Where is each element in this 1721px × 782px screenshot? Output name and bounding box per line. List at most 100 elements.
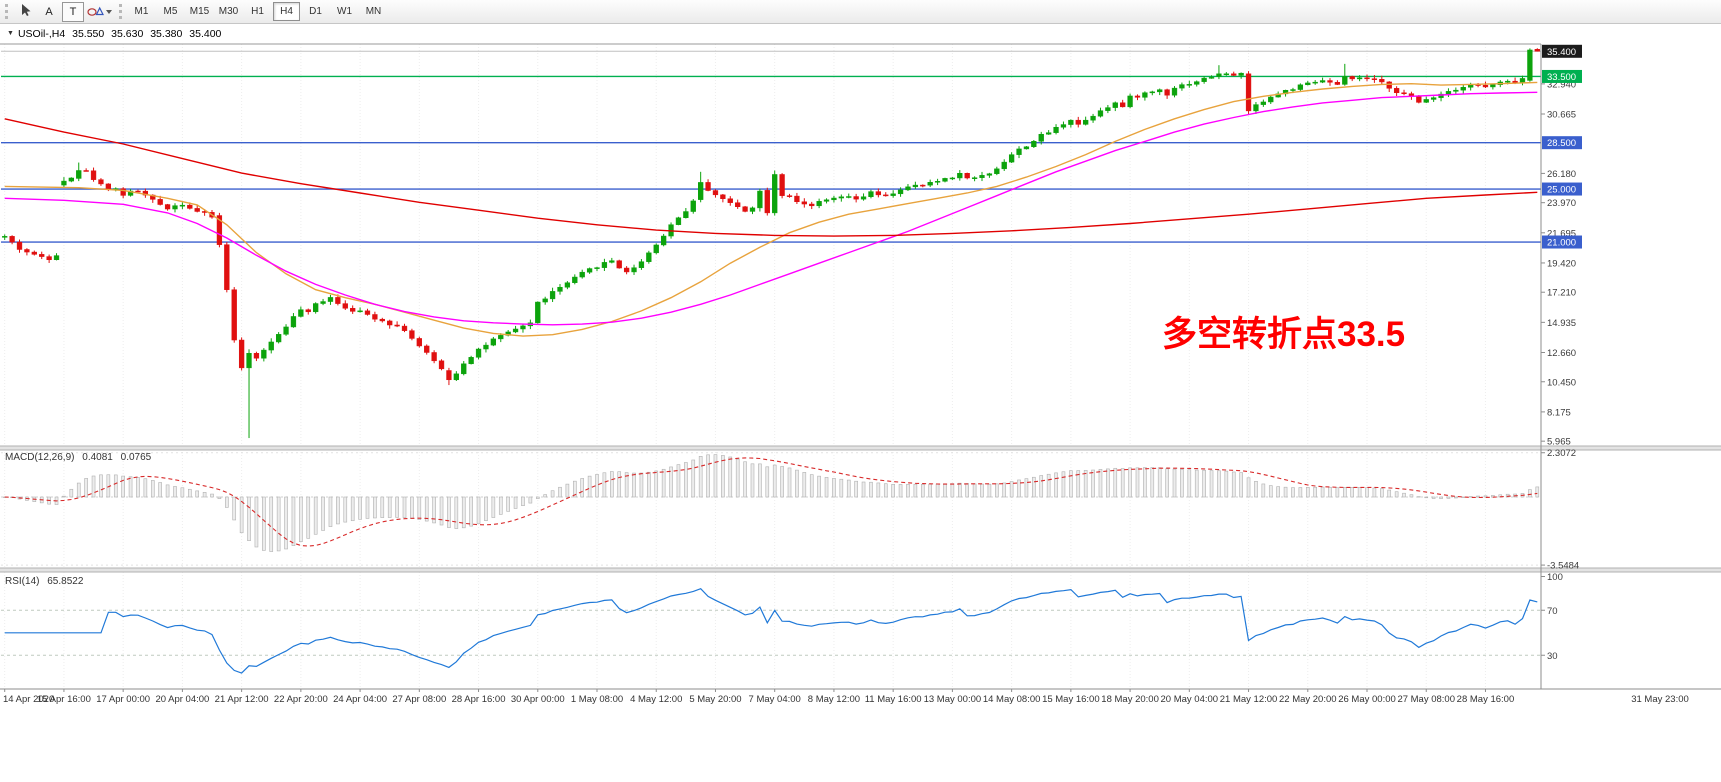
macd-histogram-bar [1431,496,1436,499]
macd-signal-line [4,457,1538,547]
macd-histogram-bar [113,474,118,498]
candle [764,190,770,214]
macd-histogram-bar [328,496,333,527]
macd-histogram-bar [1342,487,1347,498]
text-label-tool-label: A [45,5,53,18]
candle [720,194,726,199]
candle [749,207,756,212]
candle [616,260,622,269]
macd-histogram-bar [832,478,836,498]
macd-histogram-bar [247,496,251,542]
panel-separator[interactable] [0,568,1721,572]
candle [105,183,112,190]
panel-separator[interactable] [0,446,1721,450]
chart-header: ▼ USOil-,H4 35.550 35.630 35.380 35.400 [7,28,225,40]
macd-histogram-bar [995,483,999,498]
macd-axis-min-label: -3.5484 [1547,561,1579,572]
price-axis-label: 5.965 [1547,437,1571,448]
candle [1127,95,1133,108]
candle [68,177,74,182]
time-axis-label: 14 Apr 2020 [3,694,54,705]
text-tool-button[interactable]: T [62,1,84,22]
timeframe-h1-button[interactable]: H1 [244,2,271,21]
candle [1534,49,1540,52]
macd-histogram-bar [91,475,96,498]
candle [1120,102,1126,108]
candle [1105,107,1111,111]
candle [453,373,459,381]
candle [490,338,497,346]
candle [409,330,415,339]
text-label-tool-button[interactable]: A [38,2,60,22]
timeframe-w1-button[interactable]: W1 [331,2,358,21]
candle [1157,89,1163,93]
shapes-tool-button[interactable] [86,2,113,22]
candle [350,308,356,312]
macd-histogram-bar [1454,496,1458,499]
timeframe-h4-button[interactable]: H4 [273,2,300,21]
price-tag-label: 35.400 [1547,47,1576,58]
candle [342,303,348,309]
rsi-axis-label: 100 [1547,572,1563,583]
candle [949,177,956,180]
candle [646,252,652,262]
macd-histogram-bar [735,458,740,498]
macd-histogram-bar [469,496,473,527]
time-axis-label: 15 Apr 16:00 [37,694,91,705]
chart-annotation[interactable]: 多空转折点33.5 [1162,315,1406,354]
candle [1201,77,1207,82]
candle [498,335,504,340]
ohlc-open: 35.550 [72,28,105,40]
timeframe-m1-button[interactable]: M1 [128,2,155,21]
macd-histogram-bar [758,463,762,498]
macd-histogram-bar [1335,487,1340,498]
candle [187,204,193,209]
candle [357,310,363,313]
candle [446,370,452,381]
candle [194,208,200,212]
macd-histogram-bar [1357,487,1362,498]
price-axis-label: 21.695 [1547,228,1576,239]
cursor-tool-button[interactable] [14,2,36,22]
macd-histogram-bar [1172,468,1177,498]
macd-histogram-bar [380,496,385,518]
candle [875,191,882,196]
macd-histogram-bar [550,490,555,498]
candle [542,298,548,303]
time-axis-label: 22 May 20:00 [1279,694,1337,705]
time-axis-label: 28 Apr 16:00 [452,694,506,705]
macd-histogram-bar [1017,479,1021,498]
candle [1016,148,1022,155]
candle [1527,49,1533,81]
macd-value-main: 0.4081 [82,452,113,463]
macd-histogram-bar [661,468,666,498]
time-axis-label: 8 May 12:00 [808,694,860,705]
price-tag-label: 28.500 [1547,138,1576,149]
timeframe-mn-button[interactable]: MN [360,2,387,21]
timeframe-m5-button[interactable]: M5 [157,2,184,21]
macd-histogram-bar [565,483,570,498]
candle [994,168,1000,174]
macd-histogram-bar [1305,487,1310,498]
collapse-triangle-icon[interactable]: ▼ [7,30,14,37]
symbol-period-label: USOil-,H4 [17,28,66,40]
candle [1416,96,1422,103]
toolbar-grip[interactable] [5,4,8,19]
timeframe-label: H1 [251,6,264,17]
macd-histogram-bar [454,496,459,529]
macd-histogram-bar [365,496,370,519]
timeframe-m15-button[interactable]: M15 [186,2,213,21]
candle [942,178,948,182]
candle [579,271,585,278]
timeframe-m30-button[interactable]: M30 [215,2,242,21]
candle [83,170,89,172]
macd-histogram-bar [595,474,599,498]
text-tool-label: T [69,5,77,18]
toolbar-grip[interactable] [119,4,122,19]
candle [298,309,304,317]
macd-histogram-bar [980,483,984,498]
candle [372,314,378,320]
timeframe-d1-button[interactable]: D1 [302,2,329,21]
